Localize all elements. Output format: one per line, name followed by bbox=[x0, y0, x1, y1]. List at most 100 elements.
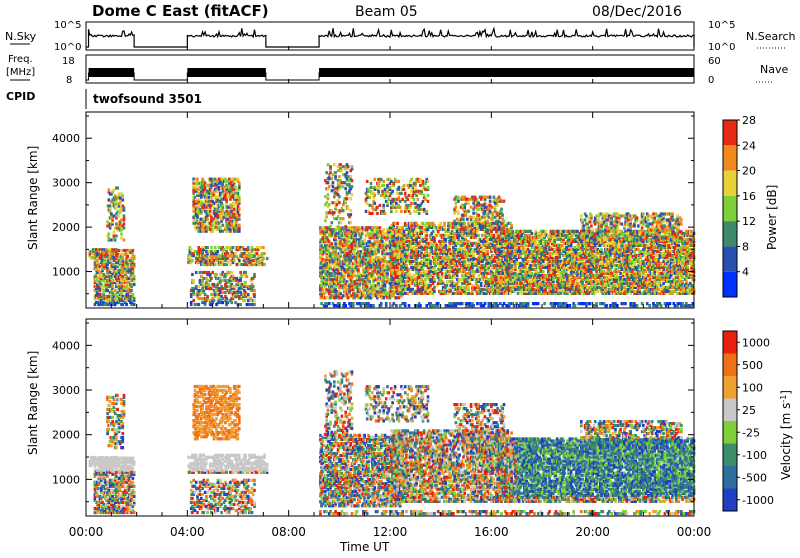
echo-cell bbox=[218, 254, 221, 257]
echo-cell bbox=[244, 281, 247, 284]
echo-cell bbox=[113, 188, 116, 191]
echo-cell bbox=[209, 210, 212, 213]
echo-cell bbox=[238, 208, 241, 211]
echo-cell bbox=[227, 194, 230, 197]
echo-cell bbox=[263, 252, 266, 255]
echo-cell bbox=[198, 297, 201, 300]
echo-cell bbox=[133, 297, 136, 300]
echo-cell bbox=[238, 182, 241, 185]
echo-cell bbox=[258, 254, 261, 257]
echo-cell bbox=[214, 263, 217, 266]
echo-cell bbox=[238, 295, 241, 298]
echo-cell bbox=[225, 180, 228, 183]
echo-cell bbox=[103, 273, 106, 276]
nave-tick-top: 60 bbox=[708, 56, 721, 67]
echo-cell bbox=[227, 271, 230, 274]
echo-cell bbox=[196, 206, 199, 209]
echo-cell bbox=[190, 293, 193, 296]
echo-cell bbox=[108, 236, 111, 239]
echo-cell bbox=[206, 246, 209, 249]
cpid-label: CPID bbox=[6, 90, 35, 103]
echo-cell bbox=[133, 303, 136, 306]
echo-cell bbox=[100, 275, 103, 278]
echo-cell bbox=[208, 184, 211, 187]
echo-cell bbox=[215, 273, 218, 276]
echo-cell bbox=[133, 275, 136, 278]
echo-cell bbox=[199, 271, 202, 274]
echo-cell bbox=[228, 259, 231, 262]
echo-cell bbox=[227, 206, 230, 209]
echo-cell bbox=[233, 178, 236, 181]
freq-tick-bottom: 8 bbox=[66, 75, 72, 86]
echo-cell bbox=[238, 196, 241, 199]
echo-cell bbox=[224, 273, 227, 276]
echo-cell bbox=[96, 252, 99, 255]
echo-cell bbox=[114, 202, 117, 205]
echo-cell bbox=[192, 222, 195, 225]
echo-cell bbox=[118, 249, 121, 252]
echo-cell bbox=[109, 271, 112, 274]
echo-cell bbox=[219, 192, 222, 195]
nsearch-label: N.Search bbox=[746, 30, 796, 43]
nave-label: Nave bbox=[760, 63, 788, 76]
echo-cell bbox=[204, 293, 207, 296]
echo-cell bbox=[205, 184, 208, 187]
echo-cell bbox=[95, 301, 98, 304]
echo-cell bbox=[211, 293, 214, 296]
echo-cell bbox=[238, 259, 241, 262]
echo-cell bbox=[246, 254, 249, 257]
echo-cell bbox=[247, 293, 250, 296]
echo-cell bbox=[196, 182, 199, 185]
echo-cell bbox=[229, 228, 232, 231]
echo-cell bbox=[113, 234, 116, 237]
echo-cell bbox=[127, 255, 130, 258]
echo-cell bbox=[223, 248, 226, 251]
echo-cell bbox=[119, 261, 122, 264]
echo-cell bbox=[123, 214, 126, 217]
echo-cell bbox=[122, 198, 125, 201]
echo-cell bbox=[253, 299, 256, 302]
echo-cell bbox=[222, 204, 225, 207]
echo-cell bbox=[198, 285, 201, 288]
echo-cell bbox=[329, 252, 332, 255]
echo-cell bbox=[325, 278, 328, 281]
echo-cell bbox=[214, 246, 217, 249]
echo-cell bbox=[251, 254, 254, 257]
echo-cell bbox=[222, 279, 225, 282]
freq-label-line2: [MHz] bbox=[6, 67, 35, 78]
echo-cell bbox=[219, 230, 222, 233]
echo-cell bbox=[253, 303, 256, 306]
echo-cell bbox=[123, 222, 126, 225]
echo-cell bbox=[109, 248, 112, 251]
echo-cell bbox=[222, 224, 225, 227]
beam-label: Beam 05 bbox=[355, 4, 418, 20]
echo-cell bbox=[132, 249, 135, 252]
echo-cell bbox=[196, 178, 199, 181]
echo-cell bbox=[222, 291, 225, 294]
echo-cell bbox=[261, 252, 264, 255]
echo-cell bbox=[215, 180, 218, 183]
echo-cell bbox=[214, 208, 217, 211]
echo-cell bbox=[322, 246, 325, 249]
nsky-tick-bottom: 10^0 bbox=[54, 42, 81, 53]
echo-cell bbox=[234, 252, 237, 255]
echo-cell bbox=[238, 214, 241, 217]
echo-cell bbox=[222, 287, 225, 290]
echo-cell bbox=[199, 279, 202, 282]
echo-cell bbox=[116, 186, 119, 189]
echo-cell bbox=[208, 255, 211, 258]
echo-cell bbox=[115, 222, 118, 225]
echo-cell bbox=[252, 259, 255, 262]
echo-cell bbox=[246, 303, 249, 306]
echo-cell bbox=[236, 277, 239, 280]
echo-cell bbox=[194, 196, 197, 199]
echo-cell bbox=[198, 289, 201, 292]
echo-cell bbox=[190, 248, 193, 251]
echo-cell bbox=[262, 246, 265, 249]
cpid-value: twofsound 3501 bbox=[93, 92, 202, 106]
echo-cell bbox=[211, 271, 214, 274]
echo-cell bbox=[123, 206, 126, 209]
echo-cell bbox=[106, 220, 109, 223]
freq-label-line1: Freq. bbox=[8, 54, 33, 65]
echo-cell bbox=[200, 275, 203, 278]
